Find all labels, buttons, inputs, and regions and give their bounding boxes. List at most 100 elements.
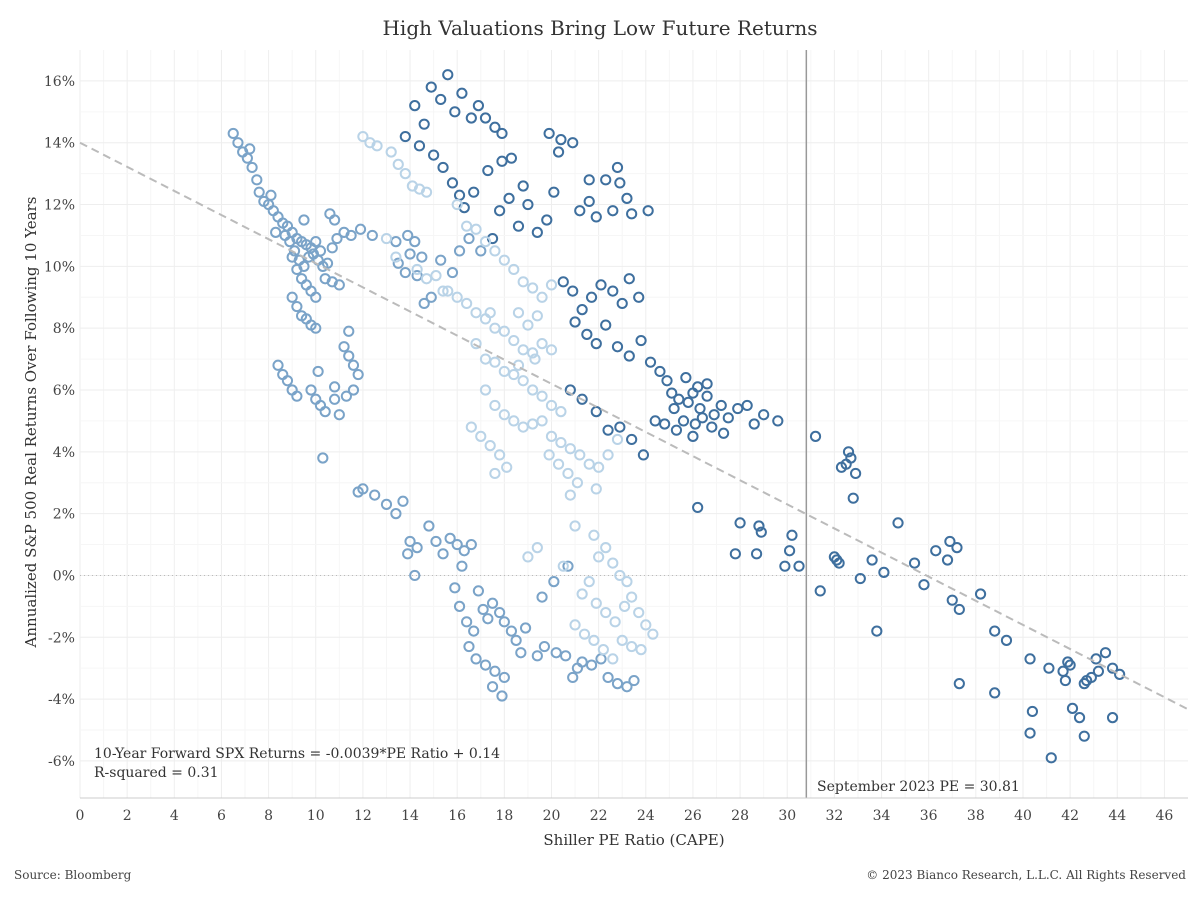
data-point: [574, 449, 586, 461]
data-point: [515, 647, 527, 659]
data-point: [944, 535, 956, 548]
data-point: [461, 616, 473, 628]
data-point: [508, 415, 520, 427]
data-point: [251, 174, 263, 186]
data-point: [489, 399, 501, 412]
data-point: [496, 690, 508, 702]
data-point: [345, 229, 357, 242]
data-point: [642, 205, 654, 217]
data-point: [456, 560, 468, 572]
data-point: [536, 591, 548, 603]
data-point: [489, 665, 501, 677]
data-point: [626, 208, 638, 220]
data-point: [479, 659, 492, 671]
data-point: [425, 291, 437, 303]
data-point: [446, 177, 459, 189]
x-tick-label: 10: [307, 808, 325, 824]
data-point: [793, 560, 805, 572]
data-point: [475, 245, 487, 257]
data-point: [449, 106, 461, 118]
data-point: [411, 270, 423, 282]
data-point: [404, 535, 416, 548]
data-point: [951, 542, 963, 554]
data-point: [531, 310, 543, 322]
data-point: [555, 406, 567, 418]
data-point: [472, 100, 485, 112]
data-point: [357, 483, 369, 495]
data-point: [465, 112, 477, 124]
data-point: [479, 112, 492, 124]
x-tick-label: 20: [543, 808, 561, 824]
data-point: [953, 603, 965, 616]
data-point: [463, 640, 475, 653]
data-point: [517, 375, 529, 387]
data-point: [465, 421, 477, 433]
data-point: [482, 164, 494, 177]
data-point: [385, 146, 397, 158]
data-point: [953, 678, 965, 690]
data-point: [772, 415, 784, 427]
data-point: [494, 606, 506, 619]
data-point: [545, 399, 558, 412]
chart-title: High Valuations Bring Low Future Returns: [382, 16, 818, 40]
data-point: [265, 189, 277, 201]
y-axis-ticks: -6% -4% -2% 0% 2% 4% 6% 8% 10% 12% 14% 16%: [44, 74, 75, 770]
data-point: [1024, 653, 1036, 665]
data-point: [326, 242, 338, 254]
data-point: [701, 378, 713, 390]
copyright-note: © 2023 Bianco Research, L.L.C. All Right…: [866, 868, 1186, 882]
data-point: [536, 338, 548, 350]
y-tick-label: -4%: [48, 692, 75, 708]
data-point: [555, 134, 567, 146]
data-point: [312, 365, 324, 378]
data-point: [567, 285, 579, 297]
data-point: [418, 297, 430, 310]
data-point: [1078, 730, 1090, 742]
data-point: [1043, 662, 1055, 674]
data-point: [779, 560, 791, 572]
data-point: [527, 418, 539, 430]
data-point: [659, 418, 671, 430]
y-tick-label: 8%: [53, 321, 75, 337]
x-tick-label: 24: [637, 808, 655, 824]
data-point: [437, 161, 449, 174]
x-tick-label: 32: [825, 808, 843, 824]
data-point: [397, 495, 409, 507]
data-point: [291, 390, 303, 402]
y-tick-label: 12%: [44, 198, 75, 214]
data-point: [333, 279, 345, 291]
data-point: [842, 446, 855, 458]
data-point: [453, 600, 466, 612]
data-point: [494, 449, 506, 461]
data-point: [689, 418, 701, 430]
data-point: [529, 353, 541, 365]
data-point: [593, 551, 605, 563]
y-tick-label: 0%: [53, 568, 75, 584]
data-point: [732, 402, 744, 415]
data-point: [489, 322, 501, 334]
data-point: [590, 338, 602, 350]
data-point: [633, 291, 645, 303]
trend-line: [79, 141, 1189, 711]
data-point: [729, 548, 741, 560]
data-point: [357, 130, 369, 143]
x-axis-label: Shiller PE Ratio (CAPE): [543, 831, 724, 849]
data-point: [498, 365, 510, 378]
data-point: [854, 572, 866, 585]
data-point: [380, 232, 393, 245]
data-point: [557, 560, 569, 572]
data-point: [588, 634, 600, 646]
data-point: [633, 606, 645, 619]
data-point: [600, 174, 612, 186]
data-point: [470, 307, 482, 319]
data-point: [614, 421, 626, 433]
data-point: [576, 393, 588, 405]
data-point: [458, 545, 470, 557]
data-point: [463, 232, 475, 245]
data-point: [435, 93, 447, 106]
data-point: [1106, 712, 1119, 724]
data-point: [1066, 702, 1079, 714]
data-point: [576, 304, 588, 316]
data-point: [741, 399, 753, 412]
